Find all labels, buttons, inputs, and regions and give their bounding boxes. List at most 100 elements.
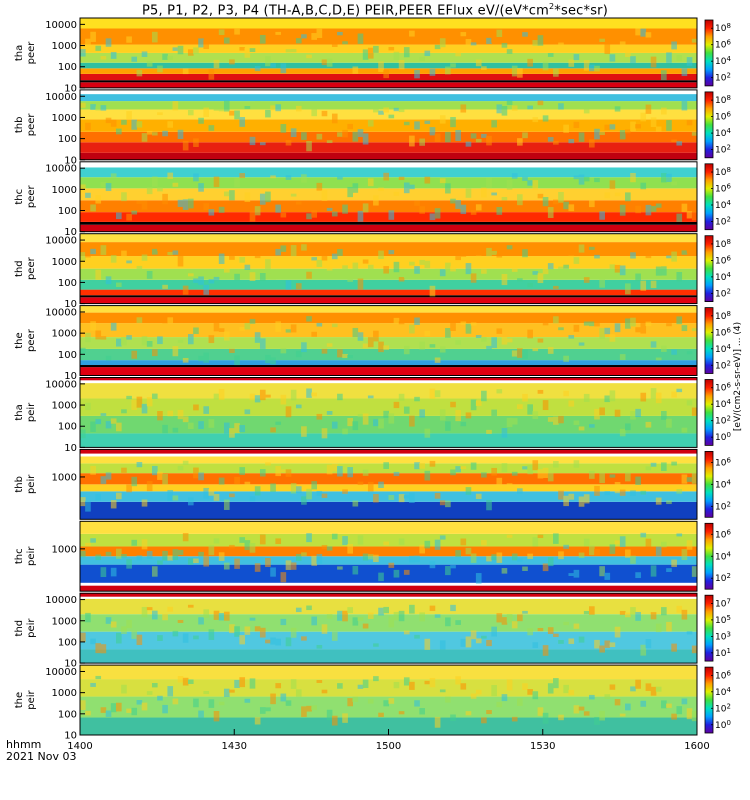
texture-cell	[90, 682, 96, 687]
texture-cell	[80, 632, 86, 643]
texture-cell	[301, 496, 307, 505]
texture-cell	[234, 626, 240, 637]
colorbar-tick-label: 102	[715, 572, 731, 584]
texture-cell	[625, 283, 631, 295]
texture-cell	[95, 269, 102, 280]
texture-cell	[177, 409, 184, 420]
texture-cell	[121, 554, 127, 558]
texture-cell	[290, 679, 297, 689]
texture-cell	[398, 104, 405, 113]
texture-cell	[532, 691, 539, 700]
y-tick-label: 10000	[45, 595, 77, 606]
texture-cell	[373, 643, 379, 647]
texture-cell	[661, 462, 667, 471]
texture-cell	[583, 60, 590, 71]
texture-cell	[275, 31, 282, 35]
texture-cell	[244, 540, 251, 551]
texture-cell	[275, 421, 282, 425]
texture-cell	[465, 39, 472, 46]
texture-cell	[475, 689, 482, 695]
texture-cell	[193, 173, 199, 182]
texture-cell	[295, 38, 302, 44]
texture-cell	[239, 327, 246, 331]
texture-cell	[151, 132, 158, 136]
texture-cell	[100, 476, 107, 484]
spectrogram-texture	[80, 388, 698, 439]
texture-cell	[527, 329, 533, 339]
texture-cell	[383, 700, 389, 707]
texture-cell	[604, 192, 611, 199]
texture-cell	[573, 420, 580, 425]
texture-cell	[126, 708, 132, 713]
texture-cell	[547, 473, 554, 482]
texture-cell	[609, 684, 616, 690]
texture-cell	[90, 321, 96, 331]
texture-cell	[553, 68, 559, 77]
spectrogram-band	[80, 142, 697, 153]
texture-cell	[671, 139, 677, 143]
texture-cell	[326, 411, 333, 415]
texture-cell	[542, 563, 549, 572]
texture-cell	[187, 198, 194, 209]
spectrogram-band	[80, 473, 697, 485]
spectrogram-band	[80, 109, 697, 120]
texture-cell	[419, 259, 425, 265]
texture-cell	[373, 554, 379, 563]
texture-cell	[290, 389, 297, 401]
texture-cell	[491, 467, 497, 476]
texture-cell	[254, 255, 261, 259]
texture-cell	[475, 638, 482, 644]
texture-cell	[619, 610, 626, 615]
texture-cell	[131, 707, 138, 716]
texture-cell	[686, 351, 693, 355]
texture-cell	[527, 180, 533, 186]
texture-cell	[434, 614, 441, 618]
texture-cell	[691, 328, 698, 332]
texture-cell	[429, 285, 436, 297]
texture-cell	[290, 128, 297, 138]
texture-cell	[403, 630, 410, 635]
texture-cell	[285, 280, 292, 290]
texture-cell	[481, 635, 487, 639]
texture-cell	[167, 686, 174, 697]
texture-cell	[270, 483, 276, 492]
y-tick-label: 10	[64, 443, 77, 454]
texture-cell	[157, 186, 163, 192]
texture-cell	[151, 566, 158, 577]
texture-cell	[316, 28, 323, 38]
texture-cell	[316, 322, 323, 327]
texture-cell	[511, 418, 518, 425]
texture-cell	[393, 317, 400, 324]
x-tick-label: 1400	[67, 741, 92, 752]
texture-cell	[290, 324, 297, 333]
spectrogram-band	[80, 167, 697, 178]
texture-cell	[460, 638, 467, 647]
y-tick-label: 10	[64, 83, 77, 94]
texture-cell	[619, 204, 626, 216]
texture-cell	[115, 30, 122, 42]
texture-cell	[141, 403, 148, 414]
texture-cell	[609, 474, 616, 478]
texture-cell	[131, 245, 138, 249]
texture-cell	[609, 544, 616, 554]
texture-cell	[666, 621, 672, 632]
texture-cell	[604, 327, 611, 335]
texture-cell	[419, 138, 425, 146]
texture-cell	[481, 187, 487, 198]
texture-cell	[645, 683, 652, 691]
texture-cell	[486, 429, 492, 434]
texture-cell	[218, 477, 225, 485]
texture-cell	[501, 196, 508, 201]
texture-cell	[439, 38, 446, 48]
texture-cell	[650, 117, 657, 128]
texture-cell	[486, 499, 492, 511]
texture-cell	[80, 550, 86, 558]
texture-cell	[676, 213, 683, 222]
texture-cell	[640, 112, 647, 122]
texture-cell	[157, 247, 163, 251]
texture-cell	[419, 341, 425, 350]
texture-cell	[619, 130, 626, 140]
texture-cell	[285, 406, 292, 418]
panel-thc-peer: 10 100 1000 10000 thc peer 102 104 106 108	[14, 161, 731, 238]
